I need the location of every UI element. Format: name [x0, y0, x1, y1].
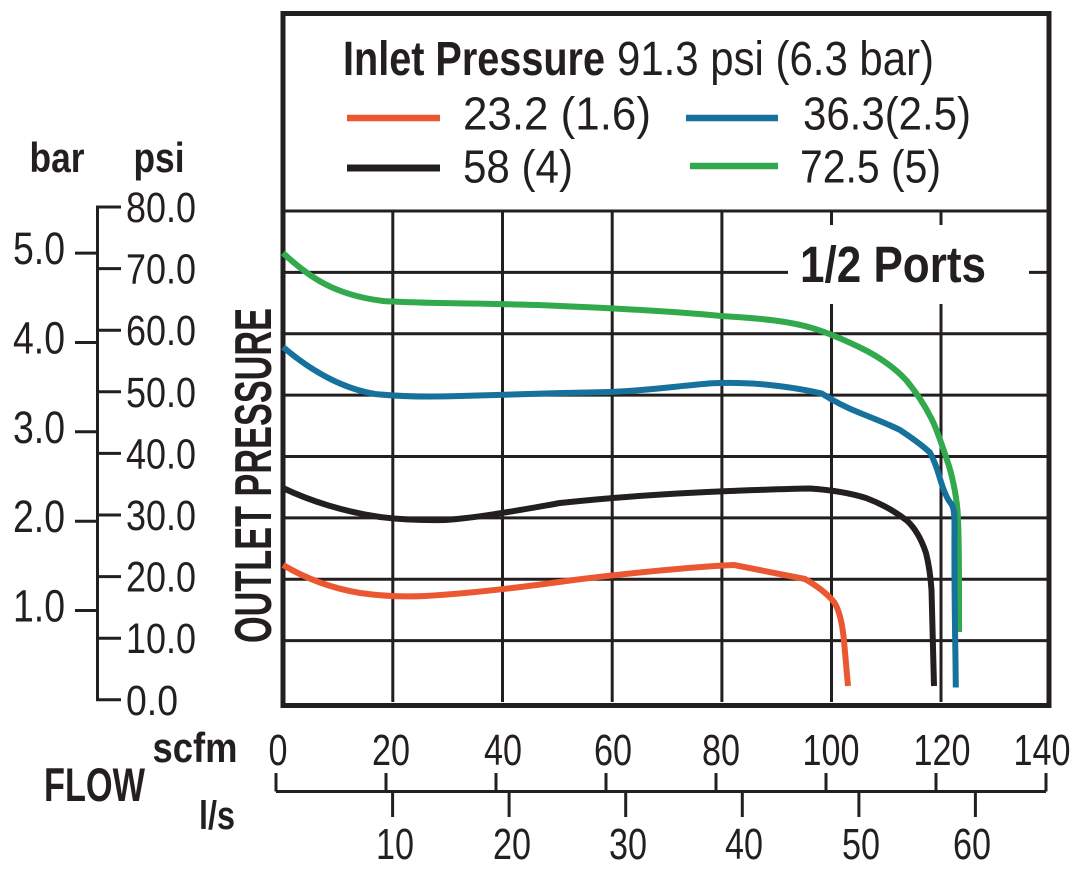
- svg-text:l/s: l/s: [199, 794, 235, 838]
- svg-text:10: 10: [376, 820, 414, 869]
- svg-text:40: 40: [484, 726, 522, 775]
- svg-text:70.0: 70.0: [126, 247, 196, 294]
- svg-text:36.3(2.5): 36.3(2.5): [803, 88, 971, 140]
- svg-text:30: 30: [609, 820, 647, 869]
- svg-text:5.0: 5.0: [13, 223, 65, 274]
- svg-text:80.0: 80.0: [126, 185, 196, 232]
- svg-text:0: 0: [269, 726, 288, 775]
- svg-text:60: 60: [594, 726, 632, 775]
- svg-text:Inlet Pressure: Inlet Pressure: [343, 33, 605, 86]
- svg-text:3.0: 3.0: [13, 402, 65, 453]
- svg-text:40.0: 40.0: [126, 431, 196, 478]
- svg-text:120: 120: [914, 726, 971, 775]
- svg-text:140: 140: [1014, 726, 1071, 775]
- svg-text:100: 100: [803, 726, 860, 775]
- svg-text:0.0: 0.0: [126, 678, 178, 725]
- svg-text:50.0: 50.0: [126, 370, 196, 417]
- svg-text:91.3 psi (6.3 bar): 91.3 psi (6.3 bar): [617, 33, 934, 86]
- svg-text:80: 80: [702, 726, 740, 775]
- svg-text:1.0: 1.0: [13, 581, 65, 632]
- svg-text:scfm: scfm: [153, 724, 238, 771]
- svg-text:20.0: 20.0: [126, 555, 196, 602]
- svg-text:23.2 (1.6): 23.2 (1.6): [463, 88, 651, 140]
- svg-text:40: 40: [725, 820, 763, 869]
- svg-text:20: 20: [372, 726, 410, 775]
- svg-text:60: 60: [953, 820, 991, 869]
- svg-text:bar: bar: [30, 134, 85, 181]
- svg-text:50: 50: [842, 820, 880, 869]
- svg-text:FLOW: FLOW: [44, 758, 145, 811]
- svg-text:psi: psi: [134, 134, 185, 181]
- svg-text:60.0: 60.0: [126, 308, 196, 355]
- svg-text:1/2 Ports: 1/2 Ports: [800, 236, 986, 293]
- svg-text:4.0: 4.0: [13, 312, 65, 363]
- svg-text:72.5 (5): 72.5 (5): [800, 141, 941, 193]
- svg-text:20: 20: [493, 820, 531, 869]
- svg-text:10.0: 10.0: [126, 616, 196, 663]
- svg-text:2.0: 2.0: [13, 491, 65, 542]
- svg-text:OUTLET PRESSURE: OUTLET PRESSURE: [225, 308, 283, 643]
- svg-text:58 (4): 58 (4): [463, 141, 573, 193]
- svg-text:30.0: 30.0: [126, 493, 196, 540]
